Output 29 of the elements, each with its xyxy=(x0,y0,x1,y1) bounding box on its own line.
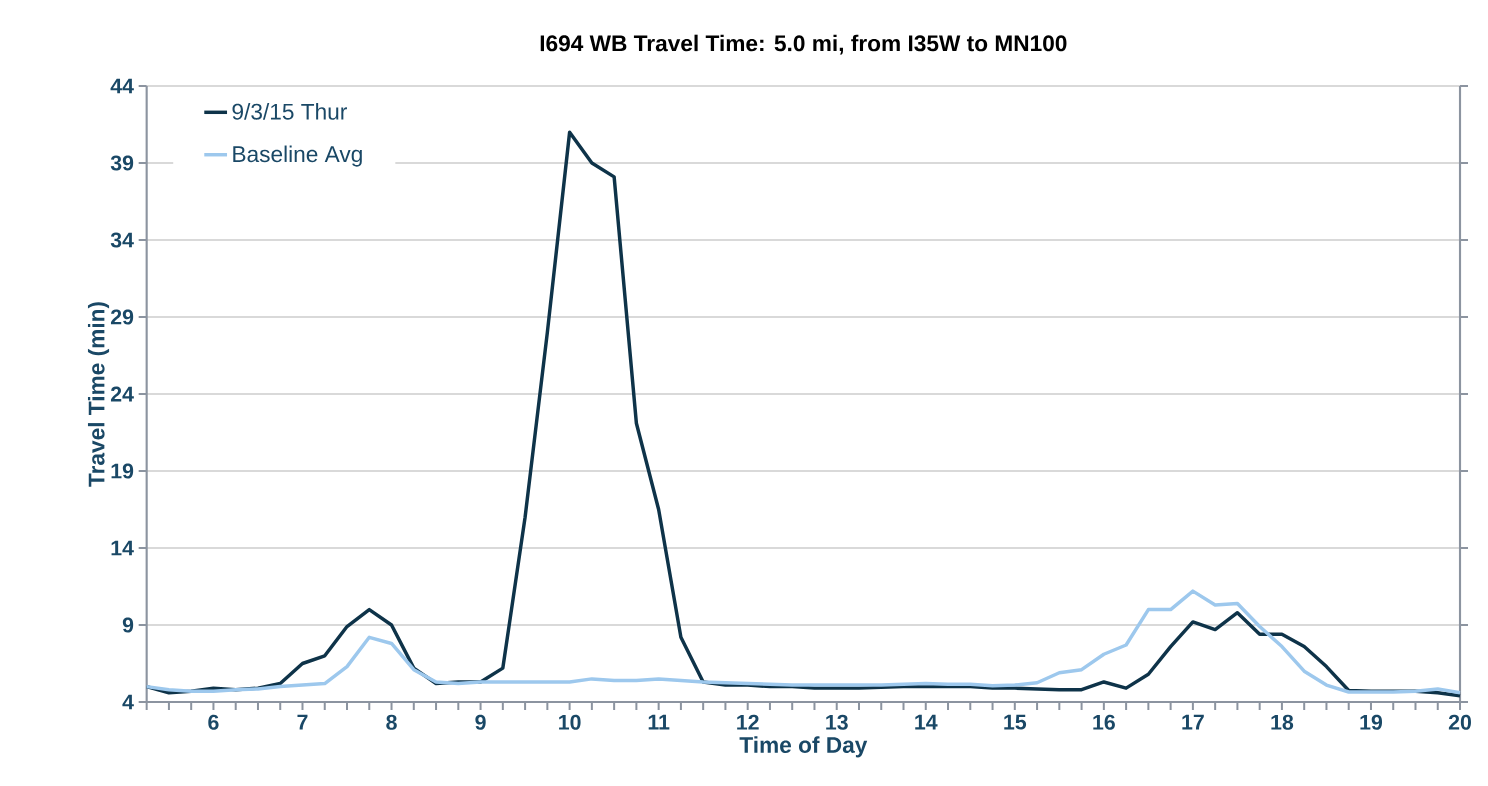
x-tick-label: 20 xyxy=(1448,714,1471,730)
y-tick-label: 9 xyxy=(122,617,134,633)
x-tick-label: 17 xyxy=(1182,714,1204,730)
x-tick-label: 6 xyxy=(208,714,219,730)
y-tick-label: 39 xyxy=(110,155,134,171)
x-tick-label: 9 xyxy=(475,714,486,730)
x-tick-label: 11 xyxy=(648,714,670,730)
x-tick-label: 19 xyxy=(1360,714,1383,730)
x-tick-label: 14 xyxy=(915,714,938,730)
x-tick-label: 12 xyxy=(737,714,759,730)
x-axis-title: Time of Day xyxy=(739,736,868,758)
y-tick-label: 19 xyxy=(111,463,134,479)
y-tick-label: 14 xyxy=(111,540,134,556)
legend-label: Baseline Avg xyxy=(233,145,362,167)
legend-label: 9/3/15 Thur xyxy=(232,103,347,120)
y-axis-title: Travel Time (min) xyxy=(87,302,110,487)
y-tick-label: 44 xyxy=(110,78,134,94)
x-tick-label: 13 xyxy=(826,714,848,730)
x-tick-label: 15 xyxy=(1004,714,1027,730)
chart-title: I694 WB Travel Time: 5.0 mi, from I35W to MN100 xyxy=(540,34,1067,55)
x-tick-label: 8 xyxy=(386,714,397,730)
x-tick-label: 7 xyxy=(297,714,308,730)
y-tick-label: 34 xyxy=(110,232,134,248)
x-tick-label: 18 xyxy=(1271,714,1294,730)
x-tick-label: 16 xyxy=(1093,714,1115,730)
x-tick-label: 10 xyxy=(559,714,581,730)
y-tick-label: 4 xyxy=(122,694,134,710)
y-tick-label: 29 xyxy=(110,309,134,325)
y-tick-label: 24 xyxy=(110,386,134,402)
